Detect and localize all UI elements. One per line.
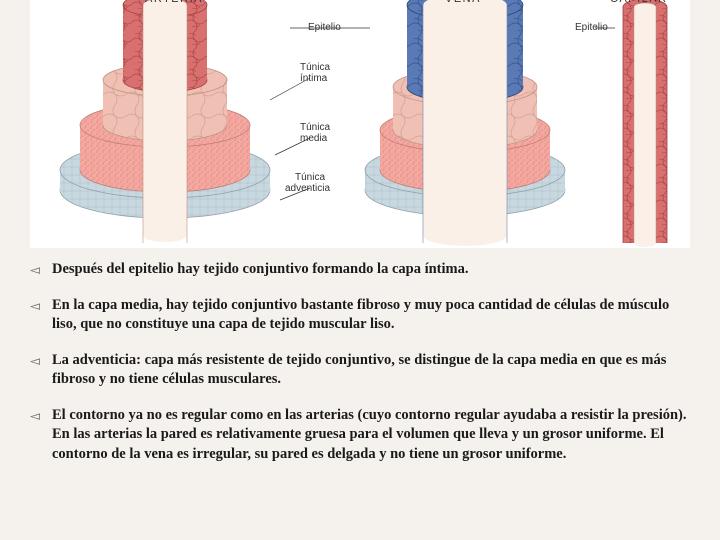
label-media: Túnicamedia: [300, 122, 330, 144]
bullet-text: El contorno ya no es regular como en las…: [52, 406, 690, 465]
bullet-list: ◅ Después del epitelio hay tejido conjun…: [0, 248, 720, 491]
label-arteria: ARTERIA: [145, 0, 203, 5]
list-item: ◅ En la capa media, hay tejido conjuntiv…: [30, 296, 690, 335]
list-item: ◅ El contorno ya no es regular como en l…: [30, 406, 690, 465]
capilar-vessel: [623, 0, 667, 247]
label-capilar: CAPILAR: [610, 0, 668, 5]
bullet-text: La adventicia: capa más resistente de te…: [52, 351, 690, 390]
bullet-text: En la capa media, hay tejido conjuntivo …: [52, 296, 690, 335]
vessel-diagram: ARTERIA VENA CAPILAR Epitelio Epitelio T…: [30, 0, 690, 248]
bullet-icon: ◅: [30, 260, 52, 278]
bullet-icon: ◅: [30, 351, 52, 369]
label-intima: Túnicaíntima: [300, 62, 330, 84]
vena-vessel: [365, 0, 565, 246]
bullet-text: Después del epitelio hay tejido conjunti…: [52, 260, 690, 280]
bullet-icon: ◅: [30, 296, 52, 314]
label-vena: VENA: [445, 0, 481, 5]
bullet-icon: ◅: [30, 406, 52, 424]
arteria-vessel: [60, 0, 270, 243]
label-adventicia: Túnicaadventicia: [285, 172, 330, 194]
label-epitelio-2: Epitelio: [575, 22, 608, 33]
list-item: ◅ Después del epitelio hay tejido conjun…: [30, 260, 690, 280]
label-epitelio: Epitelio: [308, 22, 341, 33]
list-item: ◅ La adventicia: capa más resistente de …: [30, 351, 690, 390]
